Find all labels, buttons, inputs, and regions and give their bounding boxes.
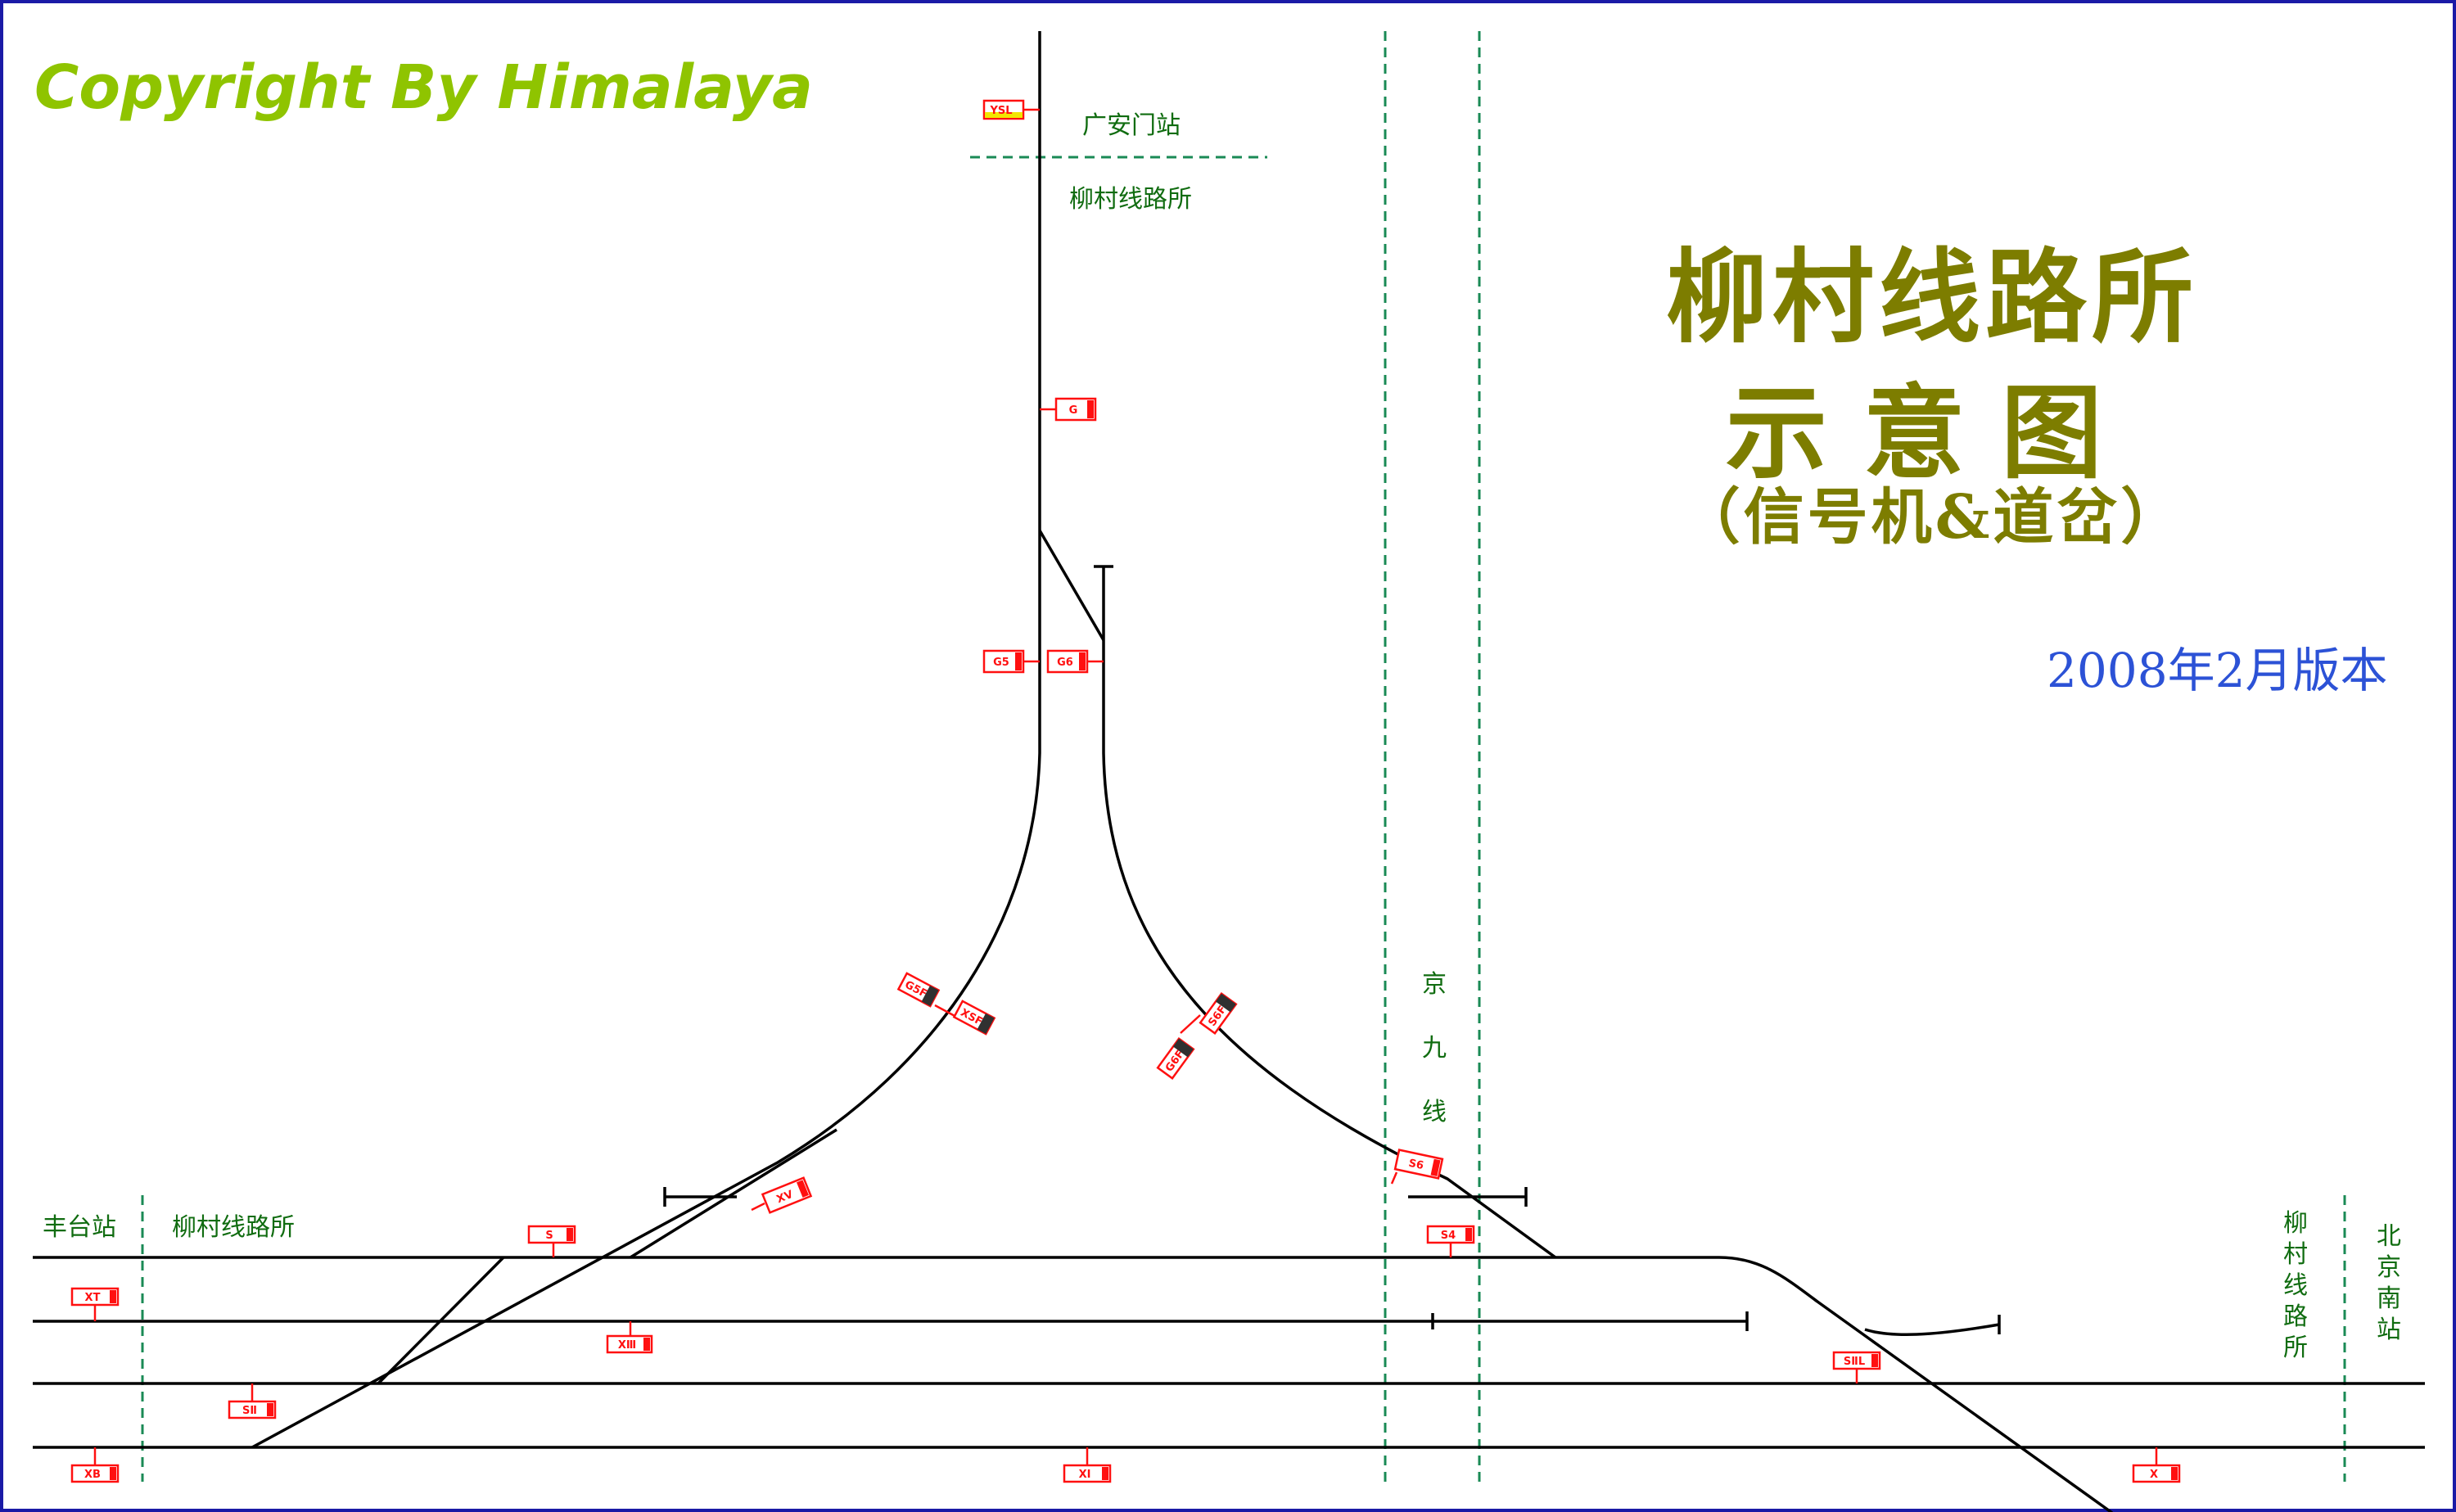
signal-box: [2132, 1464, 2181, 1483]
signal-label: G5: [993, 657, 1009, 669]
signal-box: [228, 1400, 277, 1419]
signal-lamp: [985, 112, 1023, 118]
signal-label: X: [2150, 1469, 2158, 1481]
signal-label: S: [545, 1230, 553, 1242]
signal-G: G: [1054, 397, 1097, 422]
copyright-text: Copyright By Himalaya: [34, 52, 813, 123]
signal-lamp: [2171, 1467, 2178, 1480]
signal-lamp: [1465, 1228, 1472, 1241]
label-liucun-right: 柳村线路所: [2283, 1209, 2308, 1362]
signal-lamp: [977, 1013, 995, 1035]
signal-label: G: [1069, 404, 1078, 417]
label-fengtai: 丰台站: [43, 1213, 116, 1242]
signal-label: XT: [85, 1292, 101, 1304]
signal-label: XⅢ: [618, 1339, 636, 1352]
signal-box: [70, 1464, 120, 1483]
signal-XⅠ: XⅠ: [1063, 1464, 1112, 1483]
boundary-lines: [141, 31, 2346, 1482]
signal-S6F: S6F: [1199, 991, 1238, 1036]
signal-lamp: [110, 1290, 116, 1303]
signal-label: XB: [84, 1469, 101, 1481]
signal-lamp: [1215, 993, 1236, 1013]
signal-lamp: [1172, 1038, 1194, 1058]
signal-lamp: [797, 1180, 809, 1198]
signal-SⅡ: SⅡ: [228, 1400, 277, 1419]
signal-mast: [1180, 1014, 1201, 1034]
signal-XⅤ: XⅤ: [761, 1176, 813, 1214]
signal-label: S4: [1441, 1230, 1456, 1242]
signal-G5F: G5F: [896, 972, 941, 1008]
signal-box: [1832, 1351, 1881, 1370]
signal-box: [1063, 1464, 1112, 1483]
signal-mast: [751, 1202, 765, 1212]
diagram-title-line3: （信号机&道岔）: [1679, 482, 2185, 553]
signal-label: SⅡ: [242, 1405, 257, 1417]
signal-S: S: [527, 1225, 576, 1244]
signal-lamp: [643, 1338, 650, 1351]
track-spur-right: [1864, 1323, 2000, 1336]
signal-mast: [1390, 1171, 1398, 1185]
signal-lamp: [1087, 400, 1094, 418]
signal-G6: G6: [1046, 649, 1089, 674]
signal-G5: G5: [982, 649, 1025, 674]
diagram-title-line2: 示意图: [1725, 374, 2138, 493]
signal-XⅢ: XⅢ: [606, 1334, 653, 1354]
signal-lamp: [567, 1228, 573, 1241]
signal-label: G6: [1057, 657, 1073, 669]
signal-XT: XT: [70, 1287, 120, 1307]
label-liucun-top: 柳村线路所: [1069, 185, 1192, 214]
signal-label: XⅤ: [775, 1189, 795, 1206]
signal-lamp: [1015, 652, 1022, 670]
signal-box: [1426, 1225, 1475, 1244]
label-guanganmen: 广安门站: [1082, 111, 1181, 140]
label-liucun-left: 柳村线路所: [172, 1213, 295, 1242]
tracks: [33, 31, 2425, 1512]
signal-box: [70, 1287, 120, 1307]
track-right-curve: [1102, 752, 1557, 1259]
signal-label: YSL: [989, 105, 1012, 117]
signal-box: [1393, 1149, 1444, 1180]
version-text: 2008年2月版本: [2047, 643, 2388, 698]
signal-lamp: [1079, 652, 1086, 670]
signal-box: [606, 1334, 653, 1354]
signal-XSF: XSF: [952, 1000, 996, 1036]
signal-G6F: G6F: [1156, 1036, 1195, 1081]
signal-mast: [934, 1004, 957, 1018]
signal-lamp: [110, 1467, 116, 1480]
label-jingjiu: 京九线: [1422, 970, 1447, 1126]
signal-lamp: [1871, 1354, 1878, 1367]
signal-label: XⅠ: [1079, 1469, 1091, 1481]
track-crossover-1: [377, 1256, 505, 1385]
signal-X: X: [2132, 1464, 2181, 1483]
signal-SⅡL: SⅡL: [1832, 1351, 1881, 1370]
signal-lamp: [921, 985, 939, 1007]
diagram-title-line1: 柳村线路所: [1665, 238, 2198, 357]
signal-YSL: YSL: [982, 99, 1025, 120]
signal-lamp: [1102, 1467, 1108, 1480]
track-switch-g6: [1038, 530, 1105, 641]
label-beijing-south: 北京南站: [2377, 1222, 2401, 1344]
signal-box: [527, 1225, 576, 1244]
signal-lamp: [1430, 1158, 1441, 1176]
track-left-curve: [251, 752, 1041, 1449]
signal-S6: S6: [1393, 1149, 1444, 1180]
signal-XB: XB: [70, 1464, 120, 1483]
track-diag-to-row2: [630, 1128, 837, 1259]
track-row-1: [33, 1256, 2114, 1512]
signal-lamp: [267, 1403, 273, 1416]
signal-label: S6: [1407, 1158, 1424, 1173]
signal-S4: S4: [1426, 1225, 1475, 1244]
signal-label: SⅡL: [1844, 1356, 1865, 1368]
